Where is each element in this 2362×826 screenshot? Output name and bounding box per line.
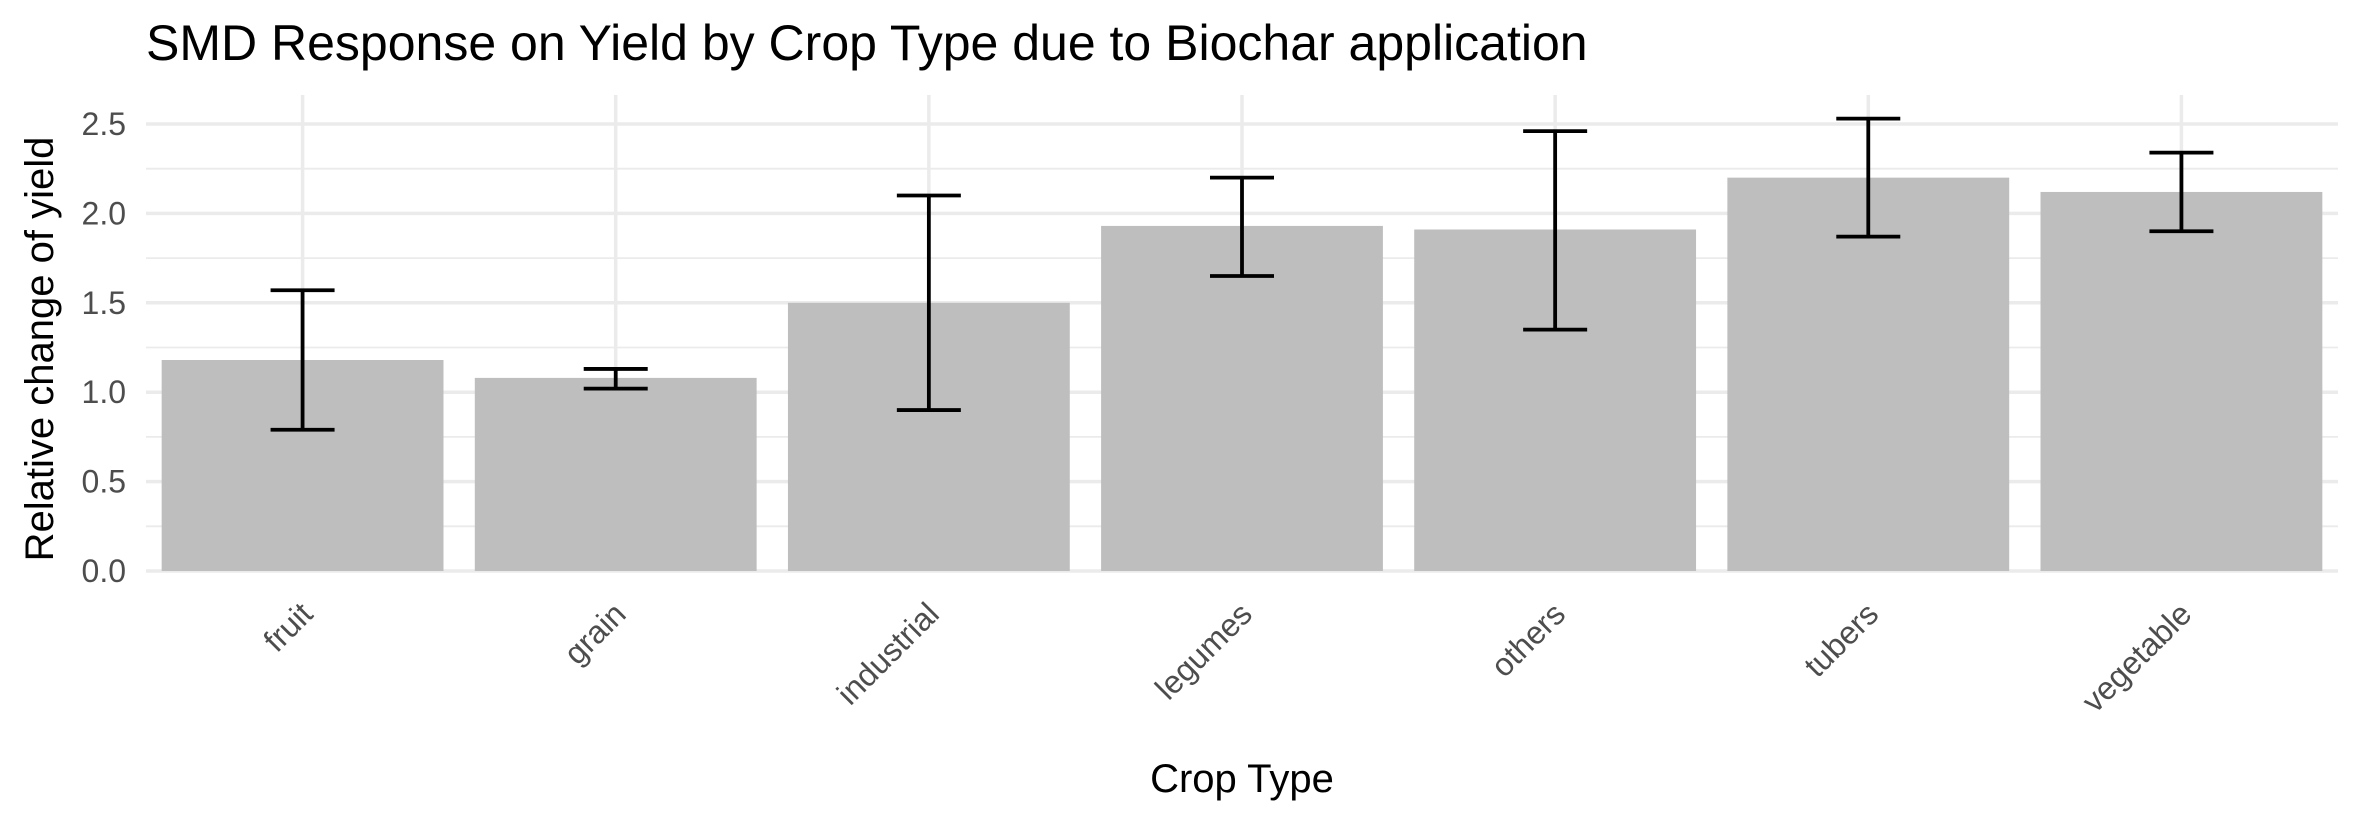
error-bar-others bbox=[1523, 129, 1588, 332]
bar-legumes bbox=[1101, 225, 1383, 571]
x-tick-label-tubers: tubers bbox=[1797, 595, 1885, 683]
bars bbox=[161, 177, 2323, 571]
y-tick-label: 0.5 bbox=[82, 464, 126, 500]
y-tick-labels: 0.0 0.5 1.0 1.5 2.0 2.5 bbox=[82, 106, 126, 589]
y-tick-label: 2.5 bbox=[82, 106, 126, 142]
x-axis-title: Crop Type bbox=[1150, 757, 1334, 801]
x-tick-label-industrial: industrial bbox=[830, 595, 946, 711]
y-axis-title: Relative change of yield bbox=[18, 137, 62, 562]
x-tick-label-others: others bbox=[1484, 595, 1572, 683]
error-bar-fruit bbox=[270, 288, 335, 432]
y-tick-label: 0.0 bbox=[82, 553, 126, 589]
error-bars bbox=[270, 116, 2214, 432]
error-bar-grain bbox=[583, 367, 648, 391]
bar-grain bbox=[474, 377, 757, 571]
x-tick-label-grain: grain bbox=[557, 595, 633, 671]
bar-vegetable bbox=[2040, 191, 2323, 571]
chart-title: SMD Response on Yield by Crop Type due t… bbox=[146, 15, 1588, 71]
bar-tubers bbox=[1727, 177, 2010, 571]
error-bar-tubers bbox=[1836, 116, 1901, 239]
y-tick-label: 2.0 bbox=[82, 195, 126, 231]
error-bar-legumes bbox=[1210, 175, 1274, 278]
y-tick-label: 1.0 bbox=[82, 374, 126, 410]
error-bar-industrial bbox=[896, 193, 961, 412]
x-tick-labels: fruit grain industrial legumes others tubers v… bbox=[256, 595, 2198, 719]
y-tick-label: 1.5 bbox=[82, 285, 126, 321]
error-bar-vegetable bbox=[2149, 150, 2214, 234]
x-tick-label-legumes: legumes bbox=[1148, 595, 1259, 706]
x-tick-label-fruit: fruit bbox=[256, 595, 319, 658]
x-tick-label-vegetable: vegetable bbox=[2075, 595, 2199, 719]
